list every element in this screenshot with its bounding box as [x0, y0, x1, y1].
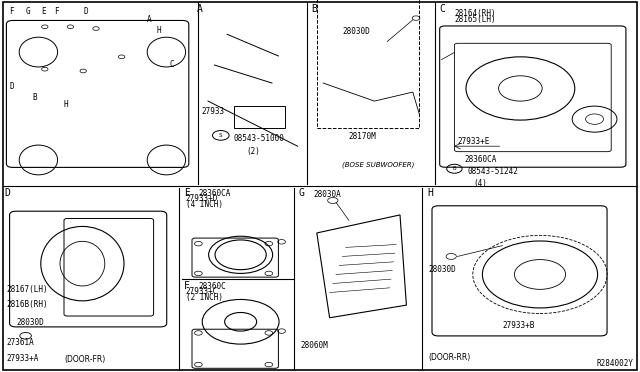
Text: G: G [26, 7, 30, 16]
Text: B: B [32, 93, 36, 102]
Text: F: F [184, 281, 189, 291]
Text: D: D [83, 7, 88, 16]
Text: 08543-51242: 08543-51242 [467, 167, 518, 176]
Bar [317, 0, 419, 128]
Text: A: A [196, 4, 202, 14]
Text: 27361A: 27361A [6, 338, 34, 347]
Text: S: S [219, 133, 223, 138]
Text: (2): (2) [246, 147, 260, 156]
Text: 27933+C: 27933+C [186, 287, 218, 296]
Text: 27933+D: 27933+D [186, 194, 218, 203]
Text: E: E [42, 7, 46, 16]
Text: F: F [10, 7, 14, 16]
Text: 27933+A: 27933+A [6, 354, 39, 363]
Text: 27933+E: 27933+E [458, 137, 490, 146]
Text: 28060M: 28060M [301, 341, 328, 350]
Text: 28164(RH): 28164(RH) [454, 9, 496, 18]
Text: A: A [147, 15, 152, 24]
Text: (4): (4) [474, 179, 488, 187]
Text: B: B [452, 166, 456, 171]
Text: D: D [10, 82, 14, 91]
Text: R284002Y: R284002Y [596, 359, 634, 368]
Text: D: D [4, 188, 10, 198]
Text: 28030D: 28030D [16, 318, 44, 327]
Text: 08543-51000: 08543-51000 [234, 134, 284, 144]
Text: G: G [299, 188, 305, 198]
Text: 28360C: 28360C [198, 282, 226, 291]
Text: (2 INCH): (2 INCH) [186, 293, 223, 302]
Text: F: F [54, 7, 59, 16]
Text: 28165(LH): 28165(LH) [454, 15, 496, 24]
Text: 28360CA: 28360CA [464, 155, 497, 164]
Text: 28030D: 28030D [429, 266, 456, 275]
Text: (4 INCH): (4 INCH) [186, 200, 223, 209]
Text: 28030A: 28030A [314, 190, 341, 199]
Text: 2816B(RH): 2816B(RH) [6, 300, 48, 309]
Bar [234, 106, 285, 128]
Text: C: C [170, 60, 174, 68]
Text: 28360CA: 28360CA [198, 189, 231, 198]
Text: E: E [184, 188, 189, 198]
Text: H: H [427, 188, 433, 198]
Text: (DOOR-RR): (DOOR-RR) [429, 353, 471, 362]
Text: 28170M: 28170M [349, 132, 376, 141]
Text: B: B [312, 4, 317, 14]
Text: 27933+B: 27933+B [502, 321, 535, 330]
Text: H: H [157, 26, 161, 35]
Text: (BOSE SUBWOOFER): (BOSE SUBWOOFER) [342, 161, 415, 168]
Text: 28030D: 28030D [342, 27, 370, 36]
Text: H: H [64, 100, 68, 109]
Text: 28167(LH): 28167(LH) [6, 285, 48, 294]
Text: 27933: 27933 [202, 106, 225, 115]
Text: (DOOR-FR): (DOOR-FR) [65, 355, 106, 364]
Text: C: C [440, 4, 445, 14]
